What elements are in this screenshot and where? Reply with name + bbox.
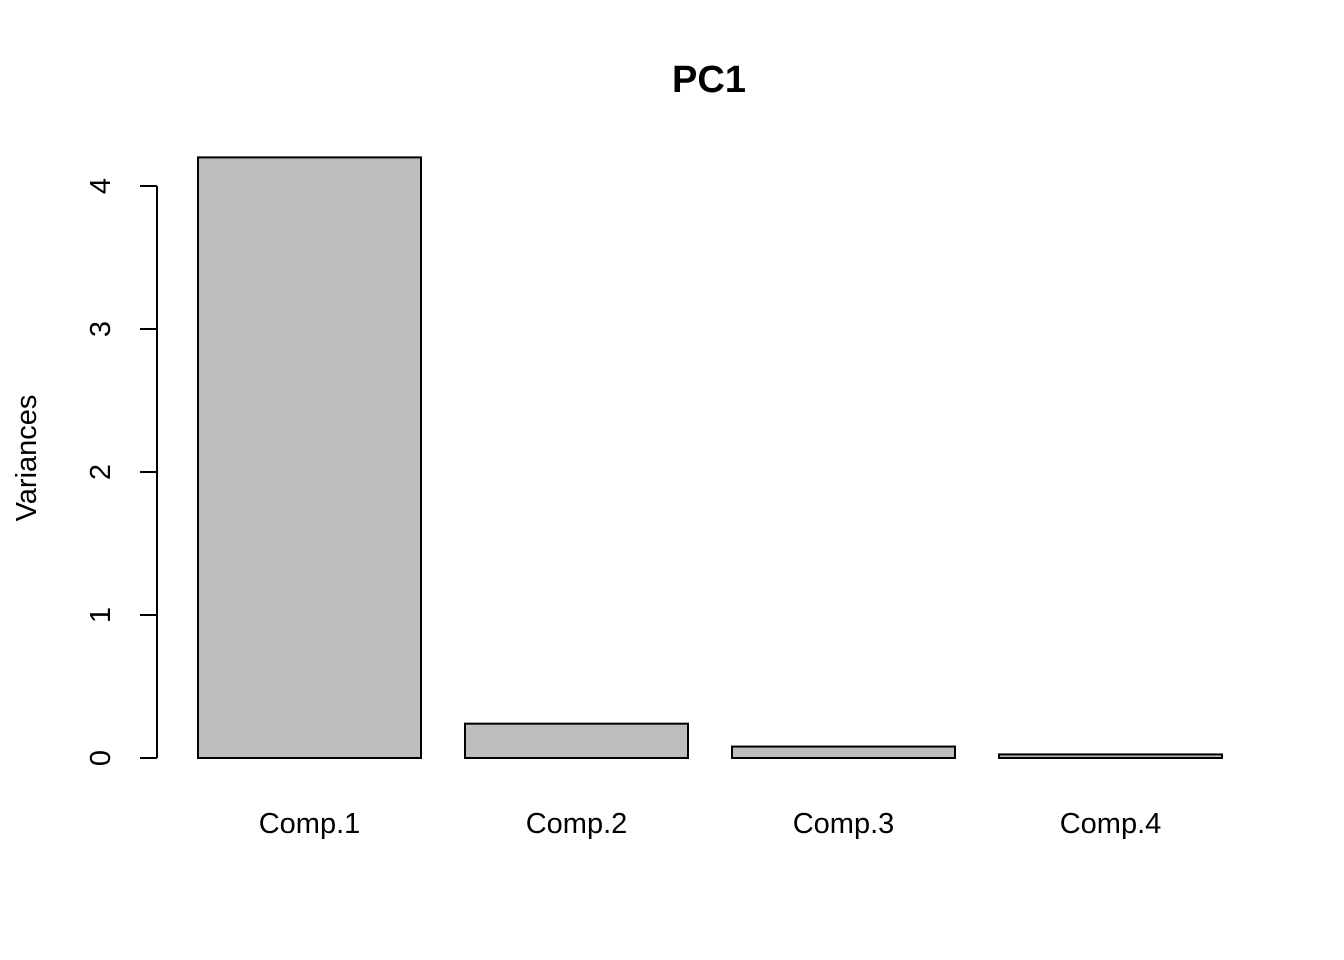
x-tick-label: Comp.4: [1060, 808, 1162, 840]
x-tick-label: Comp.2: [526, 808, 628, 840]
bar-comp-4: [998, 753, 1223, 759]
x-tick-label: Comp.3: [793, 808, 895, 840]
bar-comp-1: [197, 156, 422, 759]
x-tick-labels: Comp.1 Comp.2 Comp.3 Comp.4: [259, 808, 1162, 840]
y-tick-label: 3: [85, 321, 117, 337]
bar-comp-3: [731, 745, 956, 759]
bars-group: [197, 156, 1223, 759]
y-axis-label: Variances: [11, 395, 43, 522]
x-tick-label: Comp.1: [259, 808, 361, 840]
y-tick-label: 1: [85, 607, 117, 623]
chart-title: PC1: [672, 59, 746, 101]
bar-comp-2: [464, 722, 689, 759]
y-tick-label: 2: [85, 464, 117, 480]
y-tick-label: 4: [85, 178, 117, 194]
y-tick-label: 0: [85, 750, 117, 766]
y-axis: 0 1 2 3 4: [85, 178, 158, 766]
